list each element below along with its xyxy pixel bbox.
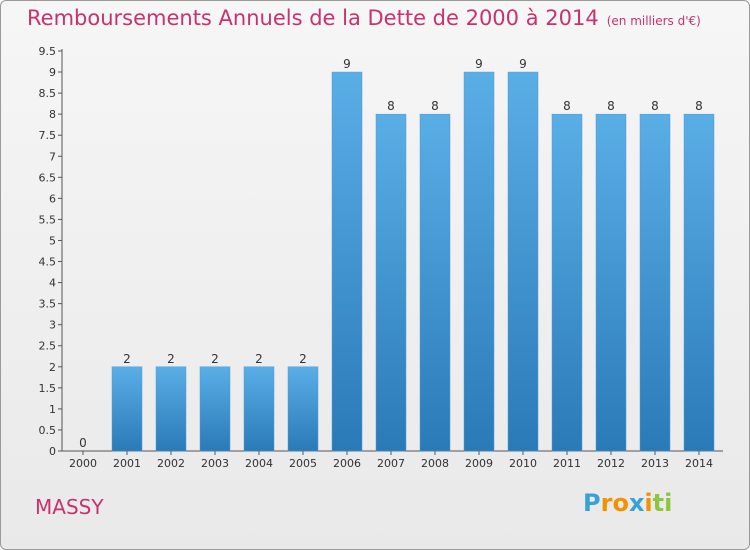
y-tick-label: 2 xyxy=(49,361,56,374)
y-tick-label: 9 xyxy=(49,66,56,79)
logo-letter: i xyxy=(664,489,673,517)
data-label: 9 xyxy=(475,57,483,71)
y-tick-label: 6 xyxy=(49,192,56,205)
x-tick-label: 2014 xyxy=(685,457,713,470)
x-tick-label: 2005 xyxy=(289,457,317,470)
x-tick-label: 2008 xyxy=(421,457,449,470)
bar xyxy=(595,113,627,452)
y-tick-label: 7 xyxy=(49,150,56,163)
data-label: 9 xyxy=(519,57,527,71)
x-tick-label: 2002 xyxy=(157,457,185,470)
y-tick-label: 9.5 xyxy=(39,45,57,58)
y-tick-label: 8 xyxy=(49,108,56,121)
x-tick-label: 2001 xyxy=(113,457,141,470)
chart-labels: 2000 0 2001 2 2002 2 2003 2 2004 2 2005 2 2006 9 2007 8… xyxy=(69,57,713,470)
bar xyxy=(331,71,363,452)
logo-letter: i xyxy=(644,489,653,517)
chart-subtitle: (en milliers d'€) xyxy=(606,14,701,28)
chart-axes: 0 0.5 1 1.5 2 2.5 3 3.5 4 4.5 5 5.5 6 6.5 7 7.5 8 8.5 9 9.5 xyxy=(39,45,723,458)
y-tick-label: 5.5 xyxy=(39,213,57,226)
y-tick-label: 8.5 xyxy=(39,87,57,100)
y-tick-label: 4 xyxy=(49,277,56,290)
x-tick-label: 2009 xyxy=(465,457,493,470)
logo-letter: r xyxy=(600,489,613,517)
logo-letter: x xyxy=(628,489,645,517)
bar xyxy=(639,113,671,452)
data-label: 2 xyxy=(211,352,219,366)
data-label: 8 xyxy=(387,99,395,113)
x-tick-label: 2007 xyxy=(377,457,405,470)
data-label: 2 xyxy=(255,352,263,366)
city-name: MASSY xyxy=(35,495,104,519)
chart-bars xyxy=(111,71,715,452)
data-label: 8 xyxy=(563,99,571,113)
x-tick-label: 2003 xyxy=(201,457,229,470)
title-text: Remboursements Annuels de la Dette de 20… xyxy=(27,6,599,30)
y-tick-label: 5 xyxy=(49,234,56,247)
logo-letter: o xyxy=(612,489,629,517)
bar xyxy=(683,113,715,452)
bar xyxy=(287,366,319,452)
y-tick-label: 7.5 xyxy=(39,129,57,142)
bar xyxy=(155,366,187,452)
data-label: 2 xyxy=(167,352,175,366)
data-label: 0 xyxy=(79,436,87,450)
x-tick-label: 2000 xyxy=(69,457,97,470)
bar xyxy=(419,113,451,452)
y-tick-label: 6.5 xyxy=(39,171,57,184)
bar xyxy=(463,71,495,452)
data-label: 9 xyxy=(343,57,351,71)
data-label: 2 xyxy=(123,352,131,366)
y-tick-label: 0.5 xyxy=(39,424,57,437)
data-label: 8 xyxy=(651,99,659,113)
y-tick-label: 1 xyxy=(49,403,56,416)
x-tick-label: 2013 xyxy=(641,457,669,470)
logo-letter: P xyxy=(583,489,601,517)
x-tick-label: 2006 xyxy=(333,457,361,470)
proxiti-logo: Proxiti xyxy=(583,489,672,517)
y-tick-label: 1.5 xyxy=(39,382,57,395)
y-tick-label: 3 xyxy=(49,319,56,332)
bar xyxy=(111,366,143,452)
chart-title: Remboursements Annuels de la Dette de 20… xyxy=(27,6,727,30)
data-label: 8 xyxy=(431,99,439,113)
x-tick-label: 2011 xyxy=(553,457,581,470)
bar xyxy=(375,113,407,452)
y-tick-label: 2.5 xyxy=(39,340,57,353)
data-label: 2 xyxy=(299,352,307,366)
y-tick-label: 0 xyxy=(49,445,56,458)
y-tick-label: 3.5 xyxy=(39,298,57,311)
bar xyxy=(551,113,583,452)
y-tick-label: 4.5 xyxy=(39,256,57,269)
x-tick-label: 2010 xyxy=(509,457,537,470)
x-tick-label: 2004 xyxy=(245,457,273,470)
logo-letter: t xyxy=(652,489,665,517)
data-label: 8 xyxy=(695,99,703,113)
bar xyxy=(243,366,275,452)
x-tick-label: 2012 xyxy=(597,457,625,470)
bar xyxy=(507,71,539,452)
data-label: 8 xyxy=(607,99,615,113)
bar xyxy=(199,366,231,452)
